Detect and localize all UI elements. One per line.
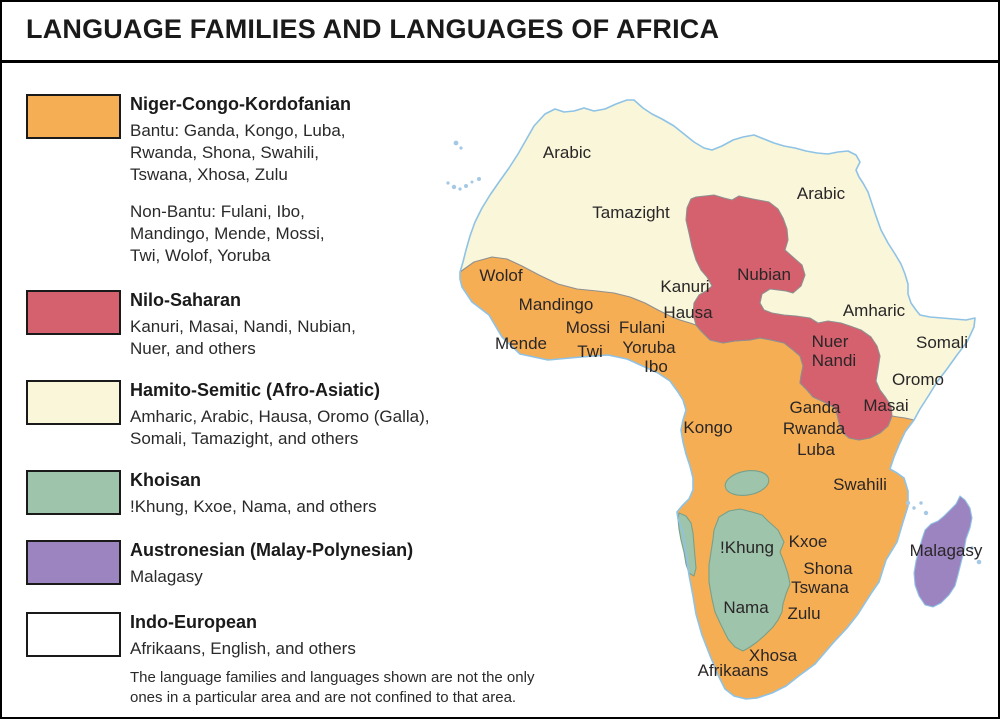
text-line: Non-Bantu: Fulani, Ibo,	[130, 202, 305, 221]
legend-title: Hamito-Semitic (Afro-Asiatic)	[130, 380, 381, 400]
map-label-tamazight: Tamazight	[592, 203, 670, 222]
map-label-kongo: Kongo	[683, 418, 732, 437]
region-khoisan-main	[708, 508, 791, 652]
legend-swatch-indo-european	[26, 612, 121, 657]
page-title: LANGUAGE FAMILIES AND LANGUAGES OF AFRIC…	[26, 14, 720, 44]
legend-swatch-niger-congo	[26, 94, 121, 139]
islands	[446, 140, 982, 565]
text-line: Tswana, Xhosa, Zulu	[130, 165, 288, 184]
legend-lines: Afrikaans, English, and others	[130, 638, 490, 660]
legend-swatch-nilo-saharan	[26, 290, 121, 335]
island-comoros-3	[919, 501, 923, 505]
map-label-kxoe: Kxoe	[789, 532, 828, 551]
island-canary-3	[458, 187, 462, 191]
map-label-masai: Masai	[863, 396, 908, 415]
map-label-luba: Luba	[797, 440, 835, 459]
map-label-nama: Nama	[723, 598, 769, 617]
text-line: The language families and languages show…	[130, 669, 535, 686]
map-label-wolof: Wolof	[479, 266, 522, 285]
map-label-shona: Shona	[803, 559, 853, 578]
map-label-hausa: Hausa	[663, 303, 713, 322]
map-label-rwanda: Rwanda	[783, 419, 846, 438]
island-canary-6	[477, 177, 481, 181]
island-canary-4	[464, 184, 468, 188]
legend-lines: Kanuri, Masai, Nandi, Nubian, Nuer, and o…	[130, 316, 490, 360]
island-madeira	[453, 140, 459, 146]
text-line: Twi, Wolof, Yoruba	[130, 246, 271, 265]
legend-swatch-austronesian	[26, 540, 121, 585]
map-label-oromo: Oromo	[892, 370, 944, 389]
legend-lines: Amharic, Arabic, Hausa, Oromo (Galla), So…	[130, 406, 530, 450]
map-label-khung: !Khung	[720, 538, 774, 557]
text-line: Somali, Tamazight, and others	[130, 429, 359, 448]
island-reunion	[970, 546, 974, 550]
map-label-arabic: Arabic	[543, 143, 592, 162]
island-canary-2	[451, 184, 457, 190]
island-canary-5	[470, 180, 474, 184]
legend-title: Indo-European	[130, 612, 257, 632]
coastline-outline	[459, 99, 976, 700]
island-comoros-2	[912, 506, 916, 510]
text-line: ones in a particular area and are not co…	[130, 689, 517, 706]
legend-title: Nilo-Saharan	[130, 290, 242, 310]
map-label-nubian: Nubian	[737, 265, 791, 284]
map-label-ganda: Ganda	[789, 398, 841, 417]
map-label-yoruba: Yoruba	[622, 338, 676, 357]
map-label-tswana: Tswana	[791, 578, 849, 597]
legend-title: Niger-Congo-Kordofanian	[130, 94, 351, 114]
legend-title: Austronesian (Malay-Polynesian)	[130, 540, 414, 560]
map-label-amharic: Amharic	[843, 301, 906, 320]
map-label-arabic: Arabic	[797, 184, 846, 203]
map-label-mossi: Mossi	[566, 318, 610, 337]
text-line: !Khung, Kxoe, Nama, and others	[130, 497, 377, 516]
island-madeira-2	[459, 146, 463, 150]
island-comoros-4	[923, 510, 929, 516]
map-label-twi: Twi	[577, 342, 603, 361]
footnote: The language families and languages show…	[130, 668, 560, 708]
text-line: Nuer, and others	[130, 339, 256, 358]
map-label-mandingo: Mandingo	[519, 295, 594, 314]
island-mauritius	[976, 559, 982, 565]
map-label-nuer: Nuer	[812, 332, 849, 351]
map-label-mende: Mende	[495, 334, 547, 353]
region-austronesian-madagascar	[913, 495, 973, 608]
legend-swatch-khoisan	[26, 470, 121, 515]
text-line: Kanuri, Masai, Nandi, Nubian,	[130, 317, 356, 336]
map-label-afrikaans: Afrikaans	[698, 661, 769, 680]
map-label-xhosa: Xhosa	[749, 646, 798, 665]
text-line: Amharic, Arabic, Hausa, Oromo (Galla),	[130, 407, 430, 426]
legend-title: Khoisan	[130, 470, 202, 490]
island-comoros-1	[905, 500, 911, 506]
map-labels: Arabic Arabic Tamazight Wolof Mandingo Kanuri…	[479, 143, 982, 680]
text-line: Afrikaans, English, and others	[130, 639, 356, 658]
island-canary-1	[446, 181, 450, 185]
text-line: Mandingo, Mende, Mossi,	[130, 224, 325, 243]
map-label-swahili: Swahili	[833, 475, 887, 494]
legend-lines: Bantu: Ganda, Kongo, Luba, Rwanda, Shona,…	[130, 120, 490, 267]
text-line: Rwanda, Shona, Swahili,	[130, 143, 320, 162]
region-nilo-saharan	[685, 194, 893, 441]
map-label-ibo: Ibo	[644, 357, 668, 376]
region-khoisan-angola-pocket	[724, 470, 770, 496]
map-label-fulani: Fulani	[619, 318, 665, 337]
map-label-kanuri: Kanuri	[660, 277, 709, 296]
legend-swatch-hamito-semitic	[26, 380, 121, 425]
legend-lines: Malagasy	[130, 566, 490, 588]
map-label-nandi: Nandi	[812, 351, 856, 370]
map-label-zulu: Zulu	[787, 604, 820, 623]
map-label-malagasy: Malagasy	[910, 541, 983, 560]
map-label-somali: Somali	[916, 333, 968, 352]
text-line: Bantu: Ganda, Kongo, Luba,	[130, 121, 346, 140]
legend-lines: !Khung, Kxoe, Nama, and others	[130, 496, 490, 518]
title-divider	[2, 60, 998, 63]
text-line: Malagasy	[130, 567, 203, 586]
